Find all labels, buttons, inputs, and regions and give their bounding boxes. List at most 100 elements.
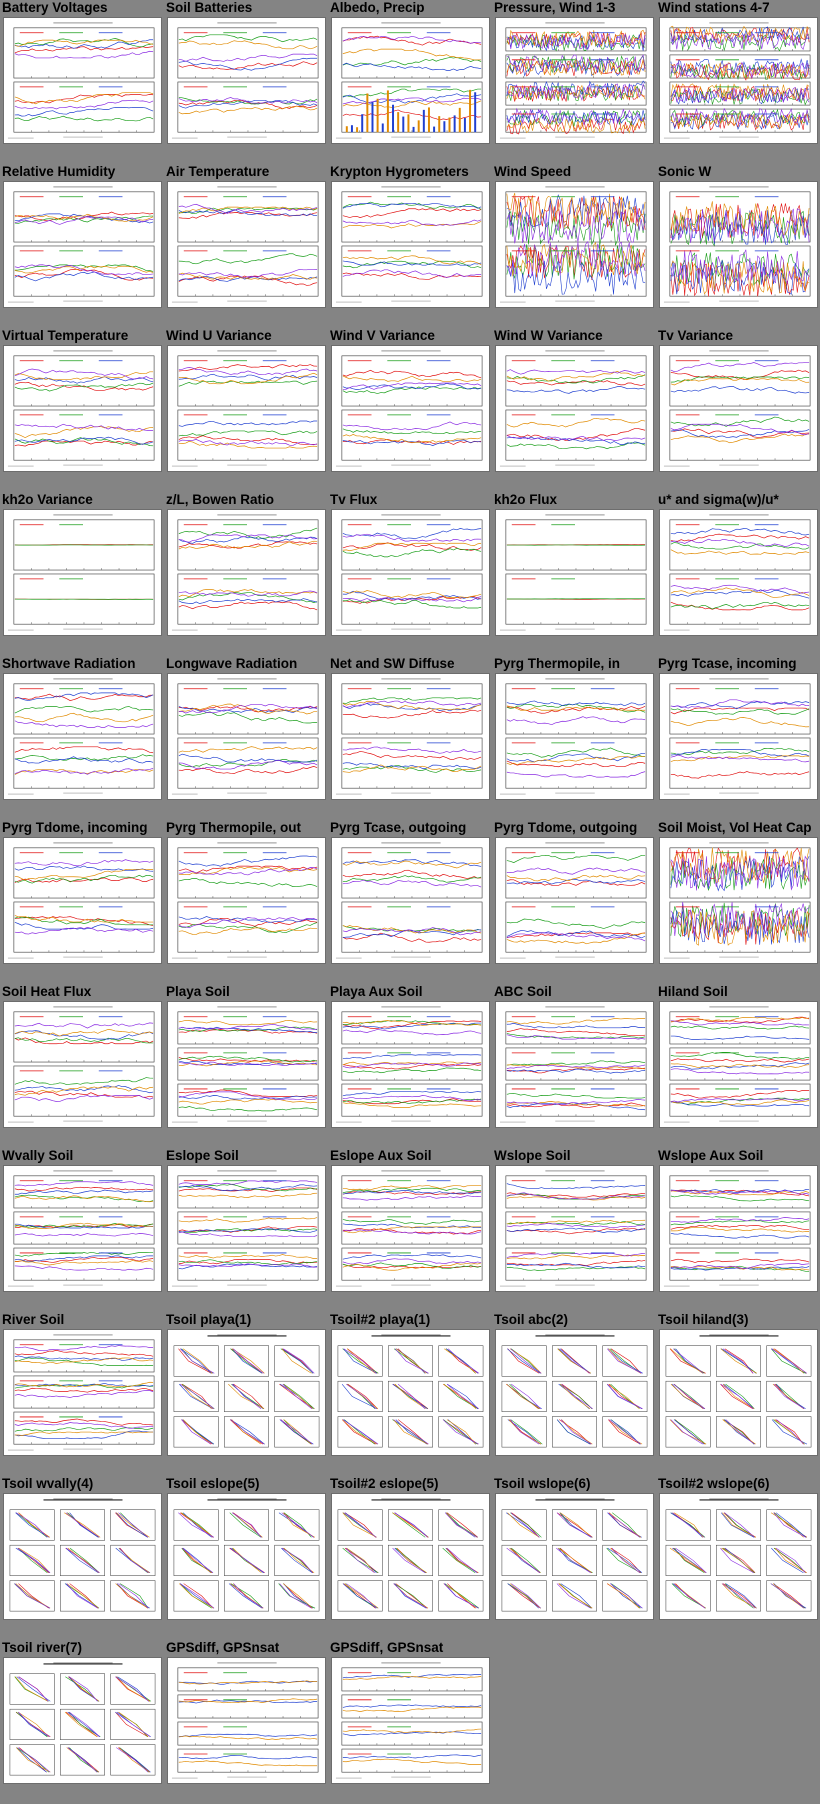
panel-title[interactable]: Tv Variance: [658, 328, 734, 343]
panel-thumbnail[interactable]: [3, 17, 162, 144]
panel-thumbnail[interactable]: [659, 345, 818, 472]
panel-thumbnail[interactable]: [167, 1657, 326, 1784]
panel-cell[interactable]: Wvally Soil: [0, 1148, 164, 1312]
panel-thumbnail[interactable]: [167, 17, 326, 144]
panel-cell[interactable]: Pyrg Tcase, incoming: [656, 656, 820, 820]
panel-cell[interactable]: Hiland Soil: [656, 984, 820, 1148]
panel-title[interactable]: GPSdiff, GPSnsat: [330, 1640, 444, 1655]
panel-thumbnail[interactable]: [495, 509, 654, 636]
panel-title[interactable]: Eslope Aux Soil: [330, 1148, 432, 1163]
panel-cell[interactable]: Pyrg Tcase, outgoing: [328, 820, 492, 984]
panel-cell[interactable]: Tv Variance: [656, 328, 820, 492]
panel-thumbnail[interactable]: [3, 181, 162, 308]
panel-thumbnail[interactable]: [495, 1001, 654, 1128]
panel-cell[interactable]: Tsoil#2 wslope(6): [656, 1476, 820, 1640]
panel-thumbnail[interactable]: [495, 181, 654, 308]
panel-thumbnail[interactable]: [331, 1165, 490, 1292]
panel-thumbnail[interactable]: [167, 837, 326, 964]
panel-cell[interactable]: Tv Flux: [328, 492, 492, 656]
panel-thumbnail[interactable]: [495, 17, 654, 144]
panel-title[interactable]: Soil Batteries: [166, 0, 253, 15]
panel-cell[interactable]: Eslope Aux Soil: [328, 1148, 492, 1312]
panel-thumbnail[interactable]: [659, 1329, 818, 1456]
panel-thumbnail[interactable]: [495, 673, 654, 800]
panel-cell[interactable]: Tsoil wslope(6): [492, 1476, 656, 1640]
panel-cell[interactable]: Shortwave Radiation: [0, 656, 164, 820]
panel-thumbnail[interactable]: [495, 1165, 654, 1292]
panel-cell[interactable]: Relative Humidity: [0, 164, 164, 328]
panel-thumbnail[interactable]: [495, 1329, 654, 1456]
panel-cell[interactable]: Soil Moist, Vol Heat Cap: [656, 820, 820, 984]
panel-cell[interactable]: Air Temperature: [164, 164, 328, 328]
panel-title[interactable]: Battery Voltages: [2, 0, 108, 15]
panel-thumbnail[interactable]: [167, 345, 326, 472]
panel-title[interactable]: Wind V Variance: [330, 328, 435, 343]
panel-cell[interactable]: Wslope Soil: [492, 1148, 656, 1312]
panel-title[interactable]: River Soil: [2, 1312, 65, 1327]
panel-title[interactable]: Pressure, Wind 1-3: [494, 0, 616, 15]
panel-title[interactable]: Longwave Radiation: [166, 656, 298, 671]
panel-thumbnail[interactable]: [3, 1329, 162, 1456]
panel-thumbnail[interactable]: [331, 345, 490, 472]
panel-thumbnail[interactable]: [495, 1493, 654, 1620]
panel-title[interactable]: Virtual Temperature: [2, 328, 129, 343]
panel-title[interactable]: Pyrg Tdome, outgoing: [494, 820, 638, 835]
panel-cell[interactable]: Tsoil river(7): [0, 1640, 164, 1804]
panel-title[interactable]: Shortwave Radiation: [2, 656, 136, 671]
panel-title[interactable]: Relative Humidity: [2, 164, 116, 179]
panel-cell[interactable]: ABC Soil: [492, 984, 656, 1148]
panel-cell[interactable]: Pyrg Tdome, incoming: [0, 820, 164, 984]
panel-cell[interactable]: Battery Voltages: [0, 0, 164, 164]
panel-cell[interactable]: Wind stations 4-7: [656, 0, 820, 164]
panel-thumbnail[interactable]: [3, 1493, 162, 1620]
panel-title[interactable]: Wind Speed: [494, 164, 572, 179]
panel-cell[interactable]: Pressure, Wind 1-3: [492, 0, 656, 164]
panel-title[interactable]: Tsoil river(7): [2, 1640, 83, 1655]
panel-cell[interactable]: kh2o Flux: [492, 492, 656, 656]
panel-cell[interactable]: Longwave Radiation: [164, 656, 328, 820]
panel-thumbnail[interactable]: [167, 1493, 326, 1620]
panel-thumbnail[interactable]: [331, 673, 490, 800]
panel-thumbnail[interactable]: [3, 1165, 162, 1292]
panel-thumbnail[interactable]: [331, 509, 490, 636]
panel-title[interactable]: Tsoil eslope(5): [166, 1476, 260, 1491]
panel-cell[interactable]: Net and SW Diffuse: [328, 656, 492, 820]
panel-thumbnail[interactable]: [167, 1329, 326, 1456]
panel-title[interactable]: Tsoil wvally(4): [2, 1476, 94, 1491]
panel-title[interactable]: Wvally Soil: [2, 1148, 74, 1163]
panel-thumbnail[interactable]: [3, 673, 162, 800]
panel-title[interactable]: Wind U Variance: [166, 328, 272, 343]
panel-title[interactable]: Tsoil#2 eslope(5): [330, 1476, 439, 1491]
panel-title[interactable]: Wslope Soil: [494, 1148, 571, 1163]
panel-cell[interactable]: Soil Heat Flux: [0, 984, 164, 1148]
panel-thumbnail[interactable]: [167, 1001, 326, 1128]
panel-cell[interactable]: Sonic W: [656, 164, 820, 328]
panel-cell[interactable]: Albedo, Precip: [328, 0, 492, 164]
panel-thumbnail[interactable]: [659, 1001, 818, 1128]
panel-cell[interactable]: GPSdiff, GPSnsat: [164, 1640, 328, 1804]
panel-title[interactable]: Eslope Soil: [166, 1148, 239, 1163]
panel-title[interactable]: Tsoil#2 playa(1): [330, 1312, 431, 1327]
panel-title[interactable]: GPSdiff, GPSnsat: [166, 1640, 280, 1655]
panel-title[interactable]: Tsoil abc(2): [494, 1312, 569, 1327]
panel-thumbnail[interactable]: [331, 1657, 490, 1784]
panel-cell[interactable]: Tsoil eslope(5): [164, 1476, 328, 1640]
panel-cell[interactable]: Wind Speed: [492, 164, 656, 328]
panel-cell[interactable]: Eslope Soil: [164, 1148, 328, 1312]
panel-title[interactable]: Soil Moist, Vol Heat Cap: [658, 820, 812, 835]
panel-cell[interactable]: Wind W Variance: [492, 328, 656, 492]
panel-cell[interactable]: Pyrg Thermopile, out: [164, 820, 328, 984]
panel-cell[interactable]: kh2o Variance: [0, 492, 164, 656]
panel-title[interactable]: Tsoil#2 wslope(6): [658, 1476, 770, 1491]
panel-cell[interactable]: Krypton Hygrometers: [328, 164, 492, 328]
panel-cell[interactable]: Wind U Variance: [164, 328, 328, 492]
panel-cell[interactable]: Tsoil abc(2): [492, 1312, 656, 1476]
panel-title[interactable]: Hiland Soil: [658, 984, 728, 999]
panel-title[interactable]: Pyrg Thermopile, in: [494, 656, 621, 671]
panel-thumbnail[interactable]: [659, 837, 818, 964]
panel-thumbnail[interactable]: [659, 17, 818, 144]
panel-title[interactable]: z/L, Bowen Ratio: [166, 492, 274, 507]
panel-cell[interactable]: Pyrg Tdome, outgoing: [492, 820, 656, 984]
panel-title[interactable]: kh2o Flux: [494, 492, 558, 507]
panel-thumbnail[interactable]: [331, 17, 490, 144]
